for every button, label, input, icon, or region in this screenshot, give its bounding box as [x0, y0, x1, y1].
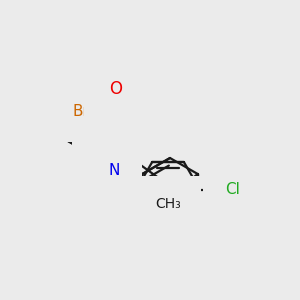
- Text: H: H: [112, 154, 121, 166]
- Text: N: N: [106, 96, 119, 114]
- Text: N: N: [98, 182, 109, 197]
- Text: Cl: Cl: [226, 182, 241, 197]
- Text: N: N: [97, 143, 110, 161]
- Text: N: N: [108, 202, 119, 217]
- Text: O: O: [109, 80, 122, 98]
- Text: Br: Br: [73, 104, 89, 119]
- Text: N: N: [108, 163, 119, 178]
- Text: CH₃: CH₃: [155, 197, 181, 211]
